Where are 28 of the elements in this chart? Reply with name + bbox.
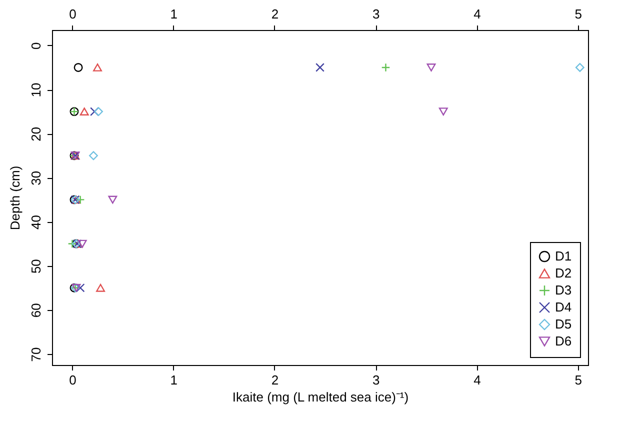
x2-tick-label: 0 [69,6,76,22]
y-tick-label: 60 [28,303,44,318]
legend-label: D1 [555,248,572,264]
x2-tick-label: 1 [170,6,178,22]
x-tick-label: 2 [271,372,279,388]
y-tick-label: 40 [28,215,44,230]
y-tick-label: 70 [28,347,44,362]
y-tick-label: 50 [28,259,44,274]
legend-label: D4 [555,300,572,314]
y-tick-label: 0 [28,42,44,50]
x-axis-title: Ikaite (mg (L melted sea ice)⁻¹) [232,390,409,404]
x2-tick-label: 3 [372,6,380,22]
y-tick-label: 10 [28,82,44,98]
x2-tick-label: 4 [474,6,481,22]
x-tick-label: 3 [372,372,380,388]
legend-label: D6 [555,334,572,348]
y-tick-label: 30 [28,170,44,186]
x2-tick-label: 5 [574,6,582,22]
x-tick-label: 1 [170,372,178,388]
legend-label: D3 [555,282,572,298]
x2-tick-label: 2 [271,6,279,22]
y-axis-title: Depth (cm) [8,166,22,230]
y-tick-label: 20 [28,126,44,142]
x-tick-label: 0 [69,372,76,388]
legend-label: D5 [555,316,572,332]
x-tick-label: 4 [474,372,481,388]
legend-label: D2 [555,266,572,280]
x-tick-label: 5 [574,372,582,388]
